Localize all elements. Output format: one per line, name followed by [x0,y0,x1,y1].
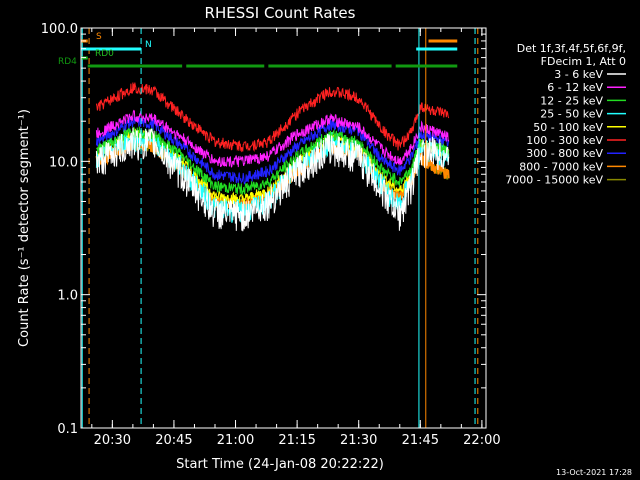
plot-frame [80,27,487,429]
legend-label: 12 - 25 keV [540,94,603,107]
chart-title: RHESSI Count Rates [205,4,356,22]
y-tick-label: 0.1 [57,422,78,437]
legend-label: 3 - 6 keV [554,68,603,81]
y-tick-label: 100.0 [41,22,78,37]
flag-bars-layer: S N RD0 RD4 [58,32,458,68]
legend: Det 1f,3f,4f,5f,6f,9f, FDecim 1, Att 0 3… [505,42,626,187]
vertical-marker-layer [81,28,479,428]
x-tick-label: 21:30 [340,433,377,448]
series-line-6-12keV [95,109,450,168]
x-tick-label: 20:45 [155,433,192,448]
x-tick-label: 20:30 [94,433,131,448]
legend-label: 300 - 800 keV [526,147,603,160]
y-tick-label: 10.0 [49,155,78,170]
x-tick-label: 22:00 [463,433,500,448]
legend-label: 25 - 50 keV [540,108,603,121]
axes-layer: 20:30 20:45 21:00 21:15 21:30 21:45 22:00 0.1 1.… [41,22,501,448]
series-line-12-25keV [95,126,450,195]
x-axis-label: Start Time (24-Jan-08 20:22:22) [176,457,384,472]
legend-header-line-1: Det 1f,3f,4f,5f,6f,9f, [517,42,626,55]
x-tick-label: 21:00 [217,433,254,448]
footer-timestamp: 13-Oct-2021 17:28 [556,468,632,477]
legend-label: 100 - 300 keV [526,134,603,147]
x-tick-label: 21:15 [278,433,315,448]
flag-label-s: S [96,32,102,42]
series-layer [95,82,450,232]
flag-label-rd4: RD4 [58,57,77,67]
flag-label-rd0: RD0 [95,49,114,59]
series-line-3-6keV [95,127,450,232]
legend-label: 800 - 7000 keV [519,160,603,173]
legend-label: 50 - 100 keV [533,121,603,134]
y-axis-label: Count Rate (s⁻¹ detector segment⁻¹) [17,109,32,347]
flag-label-n: N [145,40,152,50]
series-line-100-300keV [95,82,450,153]
legend-label: 7000 - 15000 keV [505,174,603,187]
y-tick-label: 1.0 [57,289,78,304]
legend-header-line-2: FDecim 1, Att 0 [541,55,626,68]
x-tick-label: 21:45 [402,433,439,448]
legend-label: 6 - 12 keV [547,81,603,94]
